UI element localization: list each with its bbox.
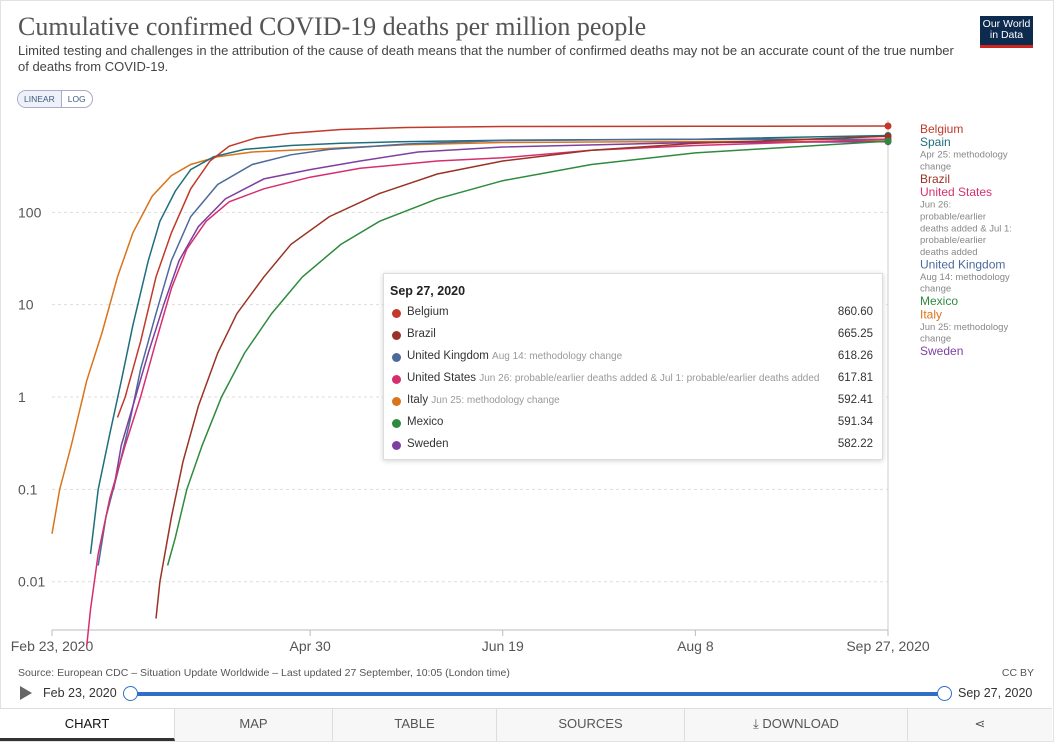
series-line-brazil (155, 135, 889, 619)
timeline-track[interactable] (130, 692, 944, 696)
tooltip-date: Sep 27, 2020 (390, 284, 466, 298)
x-tick-label: Jun 19 (482, 638, 524, 654)
series-end-marker (884, 137, 892, 145)
series-color-dot (392, 419, 401, 428)
series-color-dot (392, 397, 401, 406)
series-color-dot (392, 353, 401, 362)
legend-label[interactable]: Mexico (920, 294, 958, 308)
y-tick-label: 100 (18, 204, 42, 220)
logo-line1: Our World (982, 18, 1031, 30)
owid-logo[interactable]: Our World in Data (980, 16, 1033, 48)
tooltip-value: 860.60 (837, 306, 873, 318)
tooltip-value: 592.41 (837, 394, 873, 406)
x-tick-label: Feb 23, 2020 (11, 638, 94, 654)
series-line-united-kingdom (97, 138, 889, 566)
timeline-start-label: Feb 23, 2020 (43, 686, 117, 700)
legend-label[interactable]: Spain (920, 135, 951, 149)
tooltip-series: Italy Jun 25: methodology change (407, 394, 560, 406)
license-link[interactable]: CC BY (1001, 667, 1034, 679)
y-tick-label: 0.1 (18, 481, 38, 497)
x-tick-label: Apr 30 (289, 638, 330, 654)
series-color-dot (392, 375, 401, 384)
tooltip: Sep 27, 2020 Belgium 860.60 Brazil 665.25… (383, 273, 883, 460)
series-line-italy (51, 140, 889, 534)
legend-note: Aug 14: methodology change (920, 272, 1010, 295)
x-tick-label: Aug 8 (677, 638, 714, 654)
tooltip-row: United States Jun 26: probable/earlier d… (390, 372, 878, 390)
series-line-spain (89, 134, 889, 554)
series-line-sweden (112, 140, 889, 490)
tooltip-series-name: Italy (407, 394, 429, 406)
logo-line2: in Data (989, 29, 1024, 41)
y-tick-label: 0.01 (18, 574, 45, 590)
tooltip-row: Mexico 591.34 (390, 416, 878, 434)
tooltip-value: 665.25 (837, 328, 873, 340)
tooltip-row: United Kingdom Aug 14: methodology chang… (390, 350, 878, 368)
play-icon[interactable] (20, 686, 32, 700)
download-label: DOWNLOAD (762, 716, 839, 731)
tab-map[interactable]: MAP (175, 709, 333, 741)
legend-label[interactable]: Brazil (920, 172, 950, 186)
series-line-united-states (85, 138, 889, 647)
tooltip-series-note: Jun 26: probable/earlier deaths added & … (479, 373, 820, 384)
tab-table[interactable]: TABLE (333, 709, 497, 741)
tooltip-series: Sweden (407, 438, 449, 450)
legend-label[interactable]: Belgium (920, 122, 963, 136)
tooltip-series: Brazil (407, 328, 436, 340)
tooltip-value: 617.81 (837, 372, 873, 384)
scale-toggle[interactable]: LINEAR LOG (17, 90, 93, 108)
tooltip-series-name: Sweden (407, 438, 449, 450)
chart-subtitle: Limited testing and challenges in the at… (18, 43, 954, 74)
y-tick-label: 10 (18, 297, 34, 313)
tooltip-series-name: Belgium (407, 306, 449, 318)
share-button[interactable]: ⋖ (908, 709, 1052, 741)
tooltip-series: Belgium (407, 306, 449, 318)
tooltip-value: 618.26 (837, 350, 873, 362)
log-button[interactable]: LOG (67, 94, 86, 104)
series-color-dot (392, 441, 401, 450)
tooltip-series: United Kingdom Aug 14: methodology chang… (407, 350, 622, 362)
legend-note: Jun 25: methodology change (920, 322, 1008, 345)
timeline-end-label: Sep 27, 2020 (958, 686, 1033, 700)
legend-label[interactable]: Sweden (920, 344, 963, 358)
tooltip-series: Mexico (407, 416, 443, 428)
source-note[interactable]: Source: European CDC – Situation Update … (18, 667, 510, 679)
tooltip-series-name: United Kingdom (407, 350, 489, 362)
series-end-marker (884, 122, 892, 130)
tooltip-row: Sweden 582.22 (390, 438, 878, 456)
tooltip-series-name: United States (407, 372, 477, 384)
tooltip-row: Belgium 860.60 (390, 306, 878, 324)
download-icon: ⤓ (753, 716, 763, 731)
tab-download[interactable]: ⤓ DOWNLOAD (685, 709, 908, 741)
tooltip-series: United States Jun 26: probable/earlier d… (407, 372, 820, 384)
series-line-mexico (166, 140, 889, 566)
legend-label[interactable]: United Kingdom (920, 257, 1005, 271)
series-color-dot (392, 309, 401, 318)
share-icon: ⋖ (974, 716, 986, 731)
series-color-dot (392, 331, 401, 340)
tab-sources[interactable]: SOURCES (497, 709, 685, 741)
legend-label[interactable]: United States (920, 185, 992, 199)
timeline-start-handle[interactable] (123, 686, 138, 701)
tooltip-series-note: Jun 25: methodology change (431, 395, 560, 406)
legend-note: Jun 26: probable/earlier deaths added & Ju… (920, 200, 1012, 258)
tooltip-series-name: Brazil (407, 328, 436, 340)
legend-note: Apr 25: methodology change (920, 150, 1008, 173)
tab-chart[interactable]: CHART (0, 709, 175, 741)
timeline-end-handle[interactable] (937, 686, 952, 701)
series-line-belgium (116, 125, 889, 418)
x-tick-label: Sep 27, 2020 (846, 638, 930, 654)
linear-button[interactable]: LINEAR (18, 91, 62, 107)
legend-label[interactable]: Italy (920, 307, 942, 321)
y-tick-label: 1 (18, 389, 26, 405)
tooltip-row: Brazil 665.25 (390, 328, 878, 346)
tooltip-row: Italy Jun 25: methodology change 592.41 (390, 394, 878, 412)
tooltip-value: 591.34 (837, 416, 873, 428)
tooltip-series-note: Aug 14: methodology change (492, 351, 623, 362)
tooltip-series-name: Mexico (407, 416, 444, 428)
tooltip-value: 582.22 (837, 438, 873, 450)
chart-title: Cumulative confirmed COVID-19 deaths per… (18, 12, 647, 41)
tab-bar: CHART MAP TABLE SOURCES ⤓ DOWNLOAD ⋖ (0, 708, 1052, 741)
